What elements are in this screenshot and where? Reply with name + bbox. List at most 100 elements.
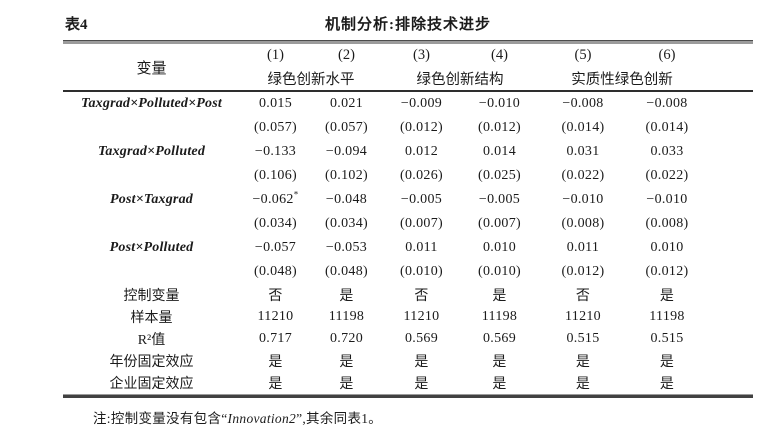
se-cell: (0.012) (645, 264, 689, 279)
coefficient-row: Taxgrad×Polluted −0.133 −0.094 0.012 0.014 0.… (63, 140, 753, 164)
coefficient-row: Post×Polluted −0.057 −0.053 0.011 0.010 0.011… (63, 236, 753, 260)
se-cell: (0.012) (400, 120, 443, 135)
coef-cell: 0.033 (650, 144, 684, 159)
table-body: Taxgrad×Polluted×Post 0.015 0.021 −0.009 −0.… (63, 90, 753, 394)
std-error-row: (0.106) (0.102) (0.026) (0.025) (0.022) (0.02… (63, 164, 753, 188)
se-cell: (0.026) (400, 168, 443, 183)
coef-cell: 0.012 (405, 144, 438, 159)
stat-cell: 11210 (257, 309, 294, 324)
statistic-label: 年份固定效应 (109, 355, 194, 370)
coef-cell: 0.011 (405, 240, 438, 255)
stat-cell: 否 (268, 289, 283, 304)
stat-cell: 否 (414, 289, 429, 304)
empty-label (63, 260, 240, 284)
se-cell: (0.034) (254, 216, 297, 231)
coef-cell: −0.094 (325, 144, 368, 159)
empty-label (63, 212, 240, 236)
stat-cell: 否 (575, 289, 591, 304)
se-cell: (0.014) (561, 120, 605, 135)
statistic-row: 控制变量 否 是 否 是 否 是 (63, 284, 753, 306)
variable-label: Taxgrad×Polluted×Post (63, 90, 240, 116)
coef-cell: 0.011 (566, 240, 600, 255)
std-error-row: (0.034) (0.034) (0.007) (0.007) (0.008) (0.00… (63, 212, 753, 236)
coef-cell: −0.010 (646, 192, 688, 207)
spacer-cell (706, 116, 753, 140)
coef-cell: −0.010 (461, 90, 538, 116)
se-cell: (0.048) (325, 264, 368, 279)
coefficient-row: Post×Taxgrad −0.062* −0.048 −0.005 −0.005 −0.… (63, 188, 753, 212)
spacer-cell (706, 140, 753, 164)
spacer-cell (706, 212, 753, 236)
significance-star: * (293, 189, 299, 200)
se-cell: (0.025) (478, 168, 521, 183)
note-prefix: 注:控制变量没有包含“ (93, 411, 228, 426)
coef-cell: 0.021 (311, 90, 382, 116)
spacer-cell (706, 260, 753, 284)
stat-cell: 是 (492, 289, 507, 304)
coef-cell: −0.057 (254, 240, 297, 255)
table-caption: 表4 机制分析:排除技术进步 (63, 10, 753, 40)
statistic-row: 企业固定效应 是 是 是 是 是 是 (63, 372, 753, 394)
se-cell: (0.106) (254, 168, 297, 183)
header-variable: 变量 (136, 60, 167, 77)
coef-cell: −0.048 (325, 192, 368, 207)
variable-label: Taxgrad×Polluted (97, 144, 206, 159)
spacer-cell (706, 328, 753, 350)
se-cell: (0.048) (254, 264, 297, 279)
stat-cell: 11210 (403, 309, 440, 324)
header-group-green-innovation-level: 绿色创新水平 (267, 72, 355, 88)
spacer-cell (706, 90, 753, 116)
bottom-rule (63, 394, 753, 398)
stat-cell: 是 (492, 377, 507, 392)
header-col-4: (4) (491, 47, 508, 63)
coef-cell: −0.008 (538, 90, 628, 116)
spacer-cell (706, 306, 753, 328)
coef-cell: −0.005 (478, 192, 521, 207)
empty-label (63, 164, 240, 188)
se-cell: (0.014) (645, 120, 689, 135)
stat-cell: 0.717 (259, 331, 292, 346)
se-cell: (0.008) (561, 216, 605, 231)
stat-cell: 11210 (565, 309, 601, 324)
stat-cell: 是 (659, 377, 675, 392)
coef-cell: 0.010 (483, 240, 516, 255)
header-col-2: (2) (338, 47, 355, 63)
coef-cell: −0.133 (254, 144, 297, 159)
coef-cell: −0.010 (562, 192, 604, 207)
coef-cell: 0.031 (566, 144, 600, 159)
stat-cell: 是 (414, 355, 429, 370)
variable-label: Post×Taxgrad (110, 192, 193, 207)
se-cell: (0.007) (400, 216, 443, 231)
se-cell: (0.012) (478, 120, 521, 135)
header-group-green-innovation-structure: 绿色创新结构 (416, 72, 504, 88)
statistic-label: 控制变量 (123, 289, 180, 304)
stat-cell: 11198 (649, 309, 685, 324)
stat-cell: 0.569 (405, 331, 438, 346)
statistic-row: 年份固定效应 是 是 是 是 是 是 (63, 350, 753, 372)
stat-cell: 11198 (328, 309, 365, 324)
stat-cell: 是 (492, 355, 507, 370)
se-cell: (0.022) (561, 168, 605, 183)
stat-cell: 是 (339, 377, 354, 392)
se-cell: (0.022) (645, 168, 689, 183)
spacer-cell (706, 284, 753, 306)
stat-cell: 是 (268, 355, 283, 370)
se-cell: (0.034) (325, 216, 368, 231)
note-suffix: ”,其余同表1。 (296, 411, 383, 426)
results-table: 变量 (1) (2) (3) (4) (5) (6) 绿色创新水平 绿色创新结构… (63, 44, 753, 394)
stat-cell: 11198 (481, 309, 518, 324)
stat-cell: 是 (414, 377, 429, 392)
se-cell: (0.008) (645, 216, 689, 231)
coef-cell: −0.062* (252, 189, 299, 207)
statistic-row: R²值 0.717 0.720 0.569 0.569 0.515 0.515 (63, 328, 753, 350)
stat-cell: 0.569 (483, 331, 516, 346)
stat-cell: 是 (268, 377, 283, 392)
stat-cell: 是 (339, 289, 354, 304)
stat-cell: 是 (575, 377, 591, 392)
coef-cell: −0.053 (325, 240, 368, 255)
table-number-label: 表4 (65, 17, 88, 33)
stat-cell: 是 (659, 289, 675, 304)
se-cell: (0.007) (478, 216, 521, 231)
empty-label (63, 116, 240, 140)
std-error-row: (0.048) (0.048) (0.010) (0.010) (0.012) (0.01… (63, 260, 753, 284)
